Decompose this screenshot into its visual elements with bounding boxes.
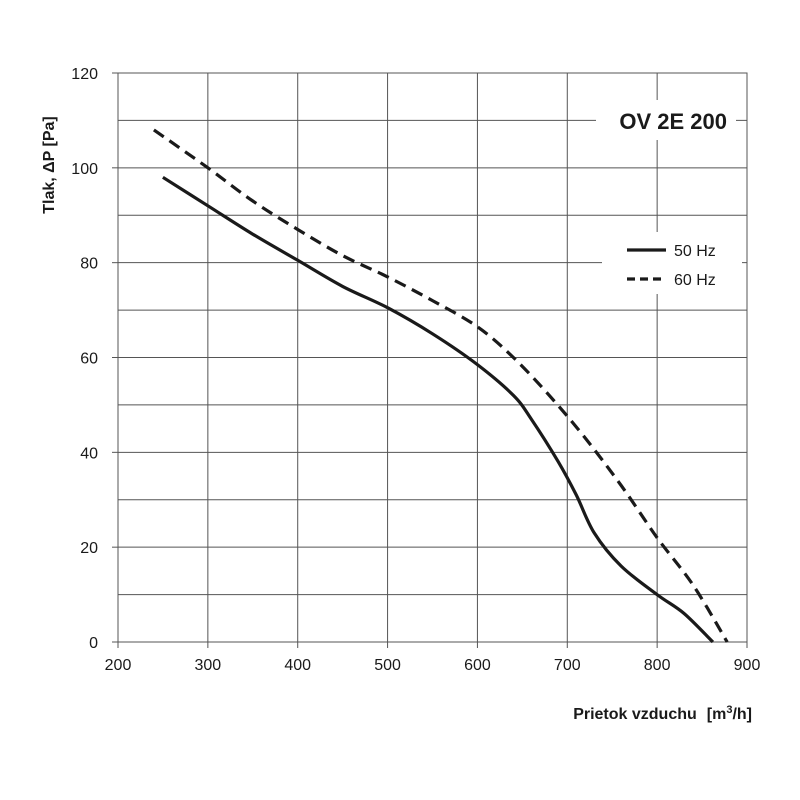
y-tick-label: 40 <box>80 445 98 462</box>
legend: 50 Hz 60 Hz <box>602 232 742 294</box>
y-tick-label: 100 <box>71 161 98 178</box>
x-tick-label: 900 <box>734 657 761 674</box>
legend-label-2: 60 Hz <box>674 272 716 289</box>
model-label-bg <box>596 100 736 140</box>
x-tick-label: 400 <box>284 657 311 674</box>
x-axis-label: Prietok vzduchu [m3/h] <box>573 704 752 723</box>
x-tick-label: 600 <box>464 657 491 674</box>
x-tick-label: 800 <box>644 657 671 674</box>
legend-label-1: 50 Hz <box>674 243 716 260</box>
series-lines <box>152 128 729 644</box>
x-axis-ticks: 200 300 400 500 600 700 800 900 <box>105 657 761 674</box>
series-line-1 <box>162 175 715 644</box>
y-axis-label: Tlak, ΔP [Pa] <box>41 116 58 213</box>
y-axis-ticks: 0 20 40 60 80 100 120 <box>71 66 98 652</box>
y-tick-label: 120 <box>71 66 98 83</box>
series-line-2 <box>152 128 729 643</box>
x-tick-label: 200 <box>105 657 132 674</box>
y-tick-label: 60 <box>80 351 98 368</box>
y-tick-label: 0 <box>89 635 98 652</box>
chart-title: OV 2E 200 <box>619 109 727 134</box>
x-tick-label: 300 <box>195 657 222 674</box>
y-tick-label: 20 <box>80 540 98 557</box>
y-tick-label: 80 <box>80 256 98 273</box>
x-tick-label: 500 <box>374 657 401 674</box>
legend-bg <box>602 232 742 294</box>
x-tick-label: 700 <box>554 657 581 674</box>
grid <box>112 72 748 648</box>
